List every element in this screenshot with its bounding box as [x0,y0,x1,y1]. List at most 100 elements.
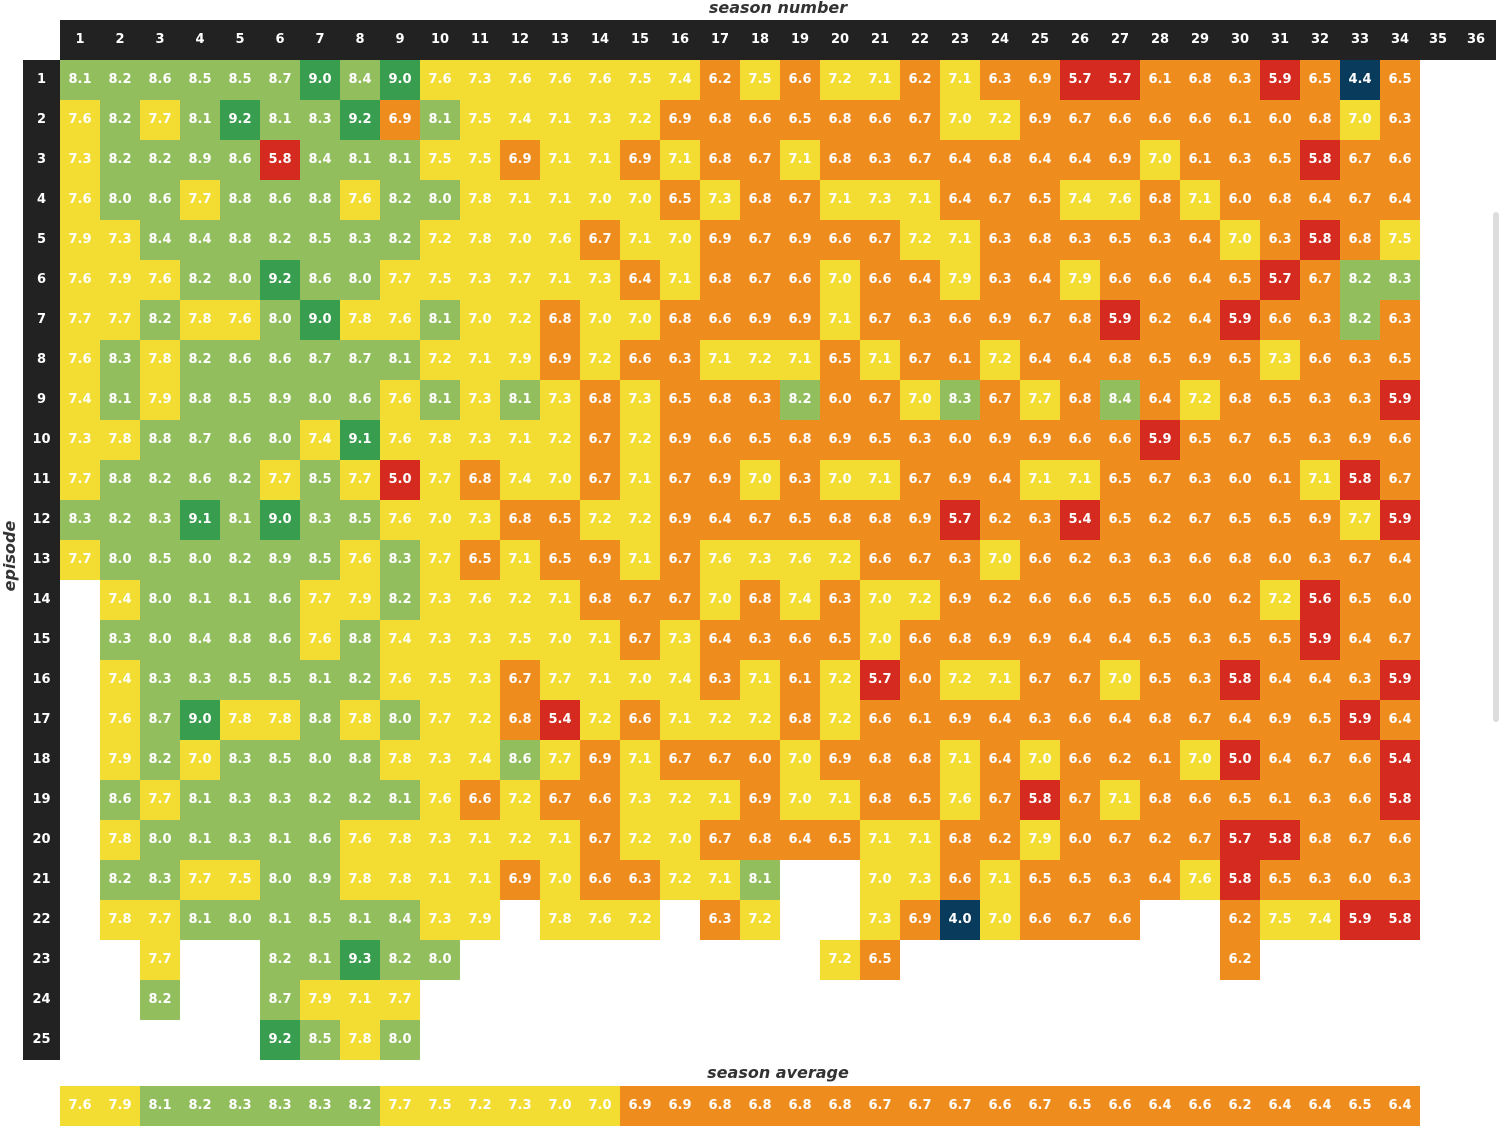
rating-cell: 7.6 [460,580,500,620]
rating-cell: 7.7 [140,100,180,140]
rating-cell: 6.7 [1380,620,1420,660]
rating-cell: 6.9 [1340,420,1380,460]
rating-cell: 5.6 [1300,580,1340,620]
rating-cell: 5.0 [1220,740,1260,780]
rating-cell: 7.0 [620,180,660,220]
rating-cell: 6.5 [1260,420,1300,460]
rating-cell: 8.5 [220,60,260,100]
rating-cell: 7.3 [420,900,460,940]
rating-cell: 7.1 [700,860,740,900]
rating-cell: 8.3 [100,340,140,380]
rating-cell: 6.3 [1020,500,1060,540]
rating-cell: 8.4 [180,220,220,260]
rating-cell: 6.2 [1220,580,1260,620]
rating-cell: 8.8 [100,460,140,500]
season-label: 4 [195,32,205,47]
rating-cell: 6.5 [740,420,780,460]
episode-label: 20 [32,832,51,847]
rating-cell: 6.6 [820,220,860,260]
rating-cell: 7.7 [60,460,100,500]
rating-cell: 7.2 [1180,380,1220,420]
rating-cell: 6.5 [1220,620,1260,660]
rating-cell: 6.6 [1340,740,1380,780]
rating-cell: 5.8 [1220,860,1260,900]
rating-cell: 6.5 [1340,580,1380,620]
rating-cell: 8.5 [180,60,220,100]
rating-cell: 6.6 [900,620,940,660]
season-label: 6 [275,32,285,47]
rating-cell: 7.1 [820,780,860,820]
rating-cell: 6.3 [1380,100,1420,140]
rating-cell: 6.0 [1380,580,1420,620]
rating-cell: 8.6 [260,580,300,620]
rating-cell: 7.1 [940,740,980,780]
season-average-cell: 7.2 [460,1086,500,1126]
rating-cell: 7.6 [540,220,580,260]
rating-cell: 6.3 [660,340,700,380]
rating-cell: 6.6 [1140,260,1180,300]
rating-cell: 7.1 [860,60,900,100]
rating-cell: 7.3 [660,620,700,660]
season-average-cell: 6.5 [1340,1086,1380,1126]
rating-cell: 7.2 [900,220,940,260]
rating-cell: 5.9 [1340,700,1380,740]
rating-cell: 6.5 [1260,140,1300,180]
season-average-cell: 8.3 [300,1086,340,1126]
rating-cell: 7.9 [1060,260,1100,300]
rating-cell: 7.8 [340,1020,380,1060]
rating-cell: 8.6 [300,820,340,860]
rating-cell: 6.4 [1380,700,1420,740]
rating-cell: 6.6 [740,100,780,140]
episode-label: 19 [32,792,51,807]
rating-cell: 6.9 [1180,340,1220,380]
rating-cell: 6.5 [1220,780,1260,820]
rating-cell: 7.0 [540,860,580,900]
rating-cell: 6.9 [620,140,660,180]
rating-cell: 6.0 [1220,180,1260,220]
rating-cell: 7.8 [380,860,420,900]
rating-cell: 6.3 [1220,140,1260,180]
rating-cell: 6.0 [1260,540,1300,580]
rating-cell: 6.9 [660,500,700,540]
scrollbar[interactable] [1493,212,1499,722]
rating-cell: 8.2 [140,740,180,780]
rating-cell: 6.7 [1180,820,1220,860]
rating-cell: 7.9 [340,580,380,620]
season-average-cell: 8.1 [140,1086,180,1126]
rating-cell: 6.7 [1140,460,1180,500]
rating-cell: 7.9 [300,980,340,1020]
rating-cell: 6.5 [1060,860,1100,900]
rating-cell: 6.9 [900,500,940,540]
rating-cell: 8.1 [300,940,340,980]
rating-cell: 6.7 [900,100,940,140]
rating-cell: 6.4 [1180,300,1220,340]
season-average-cell: 6.7 [900,1086,940,1126]
rating-cell: 7.1 [540,580,580,620]
rating-cell: 6.5 [860,420,900,460]
rating-cell: 8.3 [260,780,300,820]
episode-label: 8 [36,352,47,367]
rating-cell: 7.3 [1260,340,1300,380]
rating-cell: 7.2 [820,660,860,700]
rating-cell: 7.3 [900,860,940,900]
rating-cell: 7.1 [500,540,540,580]
rating-cell: 7.4 [300,420,340,460]
rating-cell: 6.8 [820,500,860,540]
rating-cell: 6.7 [580,460,620,500]
rating-cell: 7.2 [540,420,580,460]
rating-cell: 7.2 [580,340,620,380]
rating-cell: 8.6 [180,460,220,500]
rating-cell: 6.2 [980,500,1020,540]
rating-cell: 6.7 [900,140,940,180]
rating-cell: 6.9 [700,460,740,500]
rating-cell: 8.6 [220,420,260,460]
rating-cell: 6.6 [1020,580,1060,620]
rating-cell: 9.0 [380,60,420,100]
rating-cell: 6.6 [580,780,620,820]
rating-cell: 6.3 [900,300,940,340]
rating-cell: 7.6 [60,340,100,380]
rating-cell: 5.7 [940,500,980,540]
rating-cell: 6.9 [660,420,700,460]
rating-cell: 8.8 [140,420,180,460]
season-average-cell: 7.0 [580,1086,620,1126]
